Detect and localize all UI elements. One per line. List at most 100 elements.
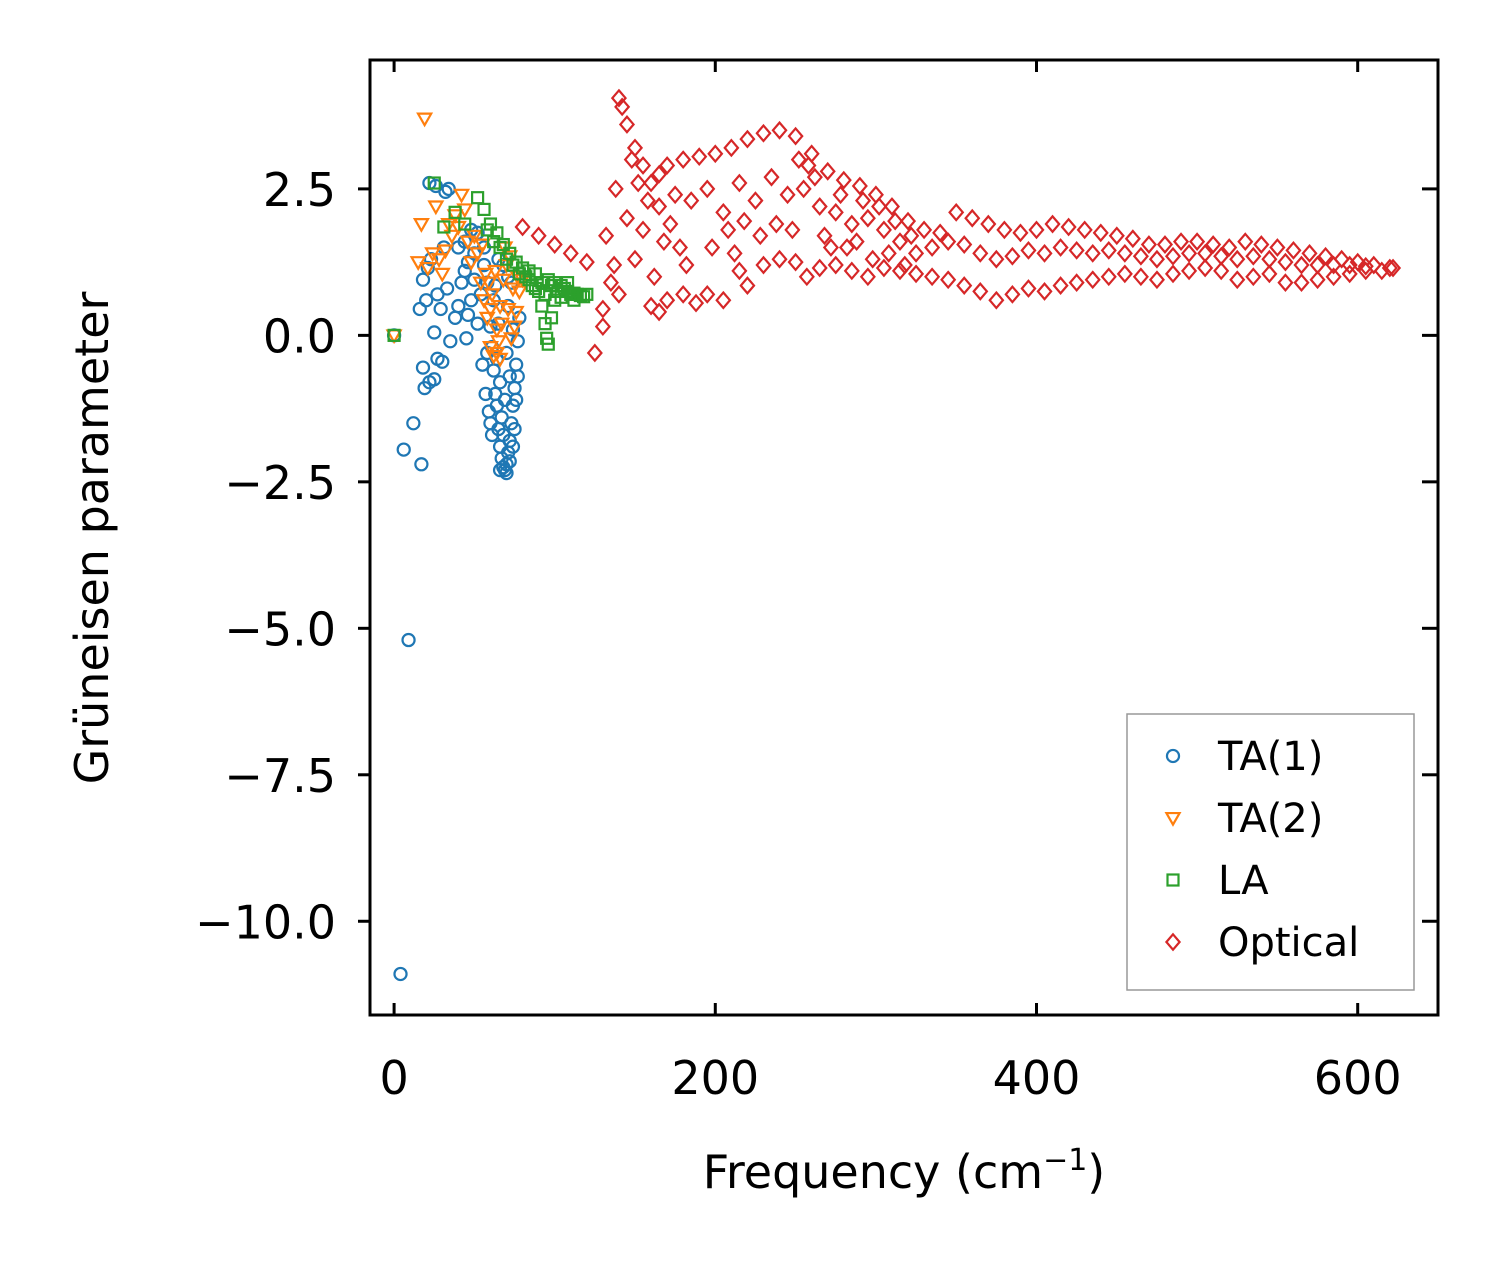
y-tick-label: −10.0	[195, 895, 336, 949]
point-ta-1	[443, 334, 458, 349]
point-optical	[639, 191, 656, 211]
point-optical	[924, 238, 941, 257]
point-ta-1	[475, 357, 490, 372]
point-ta-2	[478, 311, 496, 327]
x-tick-label: 400	[993, 1051, 1081, 1105]
point-optical	[843, 261, 860, 281]
point-optical	[851, 176, 868, 196]
point-optical	[720, 220, 737, 240]
point-ta-2	[494, 273, 512, 289]
point-optical	[916, 220, 933, 240]
point-ta-2	[416, 112, 434, 128]
point-optical	[736, 211, 753, 231]
point-optical	[1148, 270, 1165, 290]
point-optical	[755, 255, 772, 275]
point-optical	[883, 197, 901, 216]
point-ta-1	[507, 380, 522, 396]
point-ta-1	[505, 439, 521, 454]
point-optical	[887, 211, 904, 231]
legend-label-la: LA	[1218, 858, 1269, 904]
point-optical	[822, 238, 839, 257]
point-ta-2	[440, 217, 458, 233]
point-optical	[562, 243, 579, 263]
point-optical	[816, 226, 833, 246]
point-optical	[1164, 264, 1182, 284]
point-optical	[880, 243, 897, 263]
point-optical	[1164, 246, 1182, 266]
point-optical	[980, 214, 997, 234]
point-ta-1	[470, 316, 485, 331]
point-ta-1	[406, 416, 421, 431]
point-optical	[871, 197, 888, 216]
point-ta-2	[489, 335, 507, 351]
point-optical	[811, 197, 828, 216]
point-optical	[739, 129, 756, 149]
point-optical	[626, 249, 644, 269]
point-optical	[1285, 241, 1302, 260]
point-optical	[598, 226, 615, 246]
point-optical	[747, 191, 764, 211]
point-optical	[1245, 246, 1262, 266]
point-optical	[972, 282, 989, 301]
point-ta-1	[502, 369, 517, 384]
point-optical	[1309, 255, 1326, 275]
x-tick-label: 200	[671, 1051, 759, 1105]
point-optical	[1060, 217, 1077, 237]
point-ta-2	[462, 256, 480, 271]
point-optical	[1084, 243, 1101, 263]
point-optical	[838, 238, 856, 257]
point-optical	[1156, 235, 1174, 254]
point-optical	[1293, 273, 1310, 293]
point-optical	[1189, 232, 1206, 252]
point-ta-2	[453, 188, 471, 204]
point-optical	[1172, 232, 1190, 252]
point-ta-1	[478, 386, 493, 402]
legend-marker-ta-2	[1164, 811, 1182, 827]
point-la	[471, 191, 485, 205]
point-ta-1	[451, 240, 466, 255]
point-optical	[907, 243, 925, 263]
point-optical	[671, 238, 689, 257]
point-optical	[1245, 267, 1262, 287]
point-optical	[1237, 232, 1254, 252]
point-ta-1	[401, 632, 416, 648]
point-optical	[1325, 255, 1342, 275]
point-optical	[811, 258, 828, 278]
point-optical	[1309, 270, 1326, 290]
point-optical	[948, 202, 965, 222]
point-ta-2	[469, 247, 487, 263]
point-optical	[1197, 243, 1214, 263]
point-optical	[940, 232, 957, 252]
point-ta-1	[439, 281, 455, 296]
point-optical	[798, 267, 815, 287]
point-la	[458, 217, 472, 231]
point-optical	[956, 276, 973, 295]
point-optical	[715, 202, 732, 222]
point-la	[387, 328, 401, 342]
point-optical	[843, 214, 860, 234]
point-optical	[1012, 223, 1029, 243]
legend-label-ta-1: TA(1)	[1217, 734, 1323, 780]
legend-frame	[1126, 713, 1415, 991]
point-optical	[618, 208, 636, 228]
point-optical	[787, 252, 804, 272]
point-optical	[610, 88, 627, 108]
point-ta-1	[415, 360, 431, 375]
point-ta-2	[433, 267, 451, 283]
point-optical	[907, 264, 925, 284]
point-ta-1	[508, 392, 524, 407]
point-optical	[1229, 270, 1246, 290]
point-optical	[1277, 273, 1294, 293]
point-optical	[1132, 246, 1149, 266]
point-optical	[1261, 249, 1278, 269]
point-la	[576, 290, 591, 304]
point-optical	[924, 267, 941, 287]
legend-marker-la	[1166, 873, 1180, 887]
point-ta-1	[393, 966, 408, 982]
point-la	[580, 287, 594, 301]
point-optical	[875, 258, 892, 278]
point-ta-2	[493, 317, 511, 333]
point-ta-1	[438, 184, 453, 199]
point-ta-1	[486, 363, 501, 378]
point-ta-2	[443, 229, 461, 245]
